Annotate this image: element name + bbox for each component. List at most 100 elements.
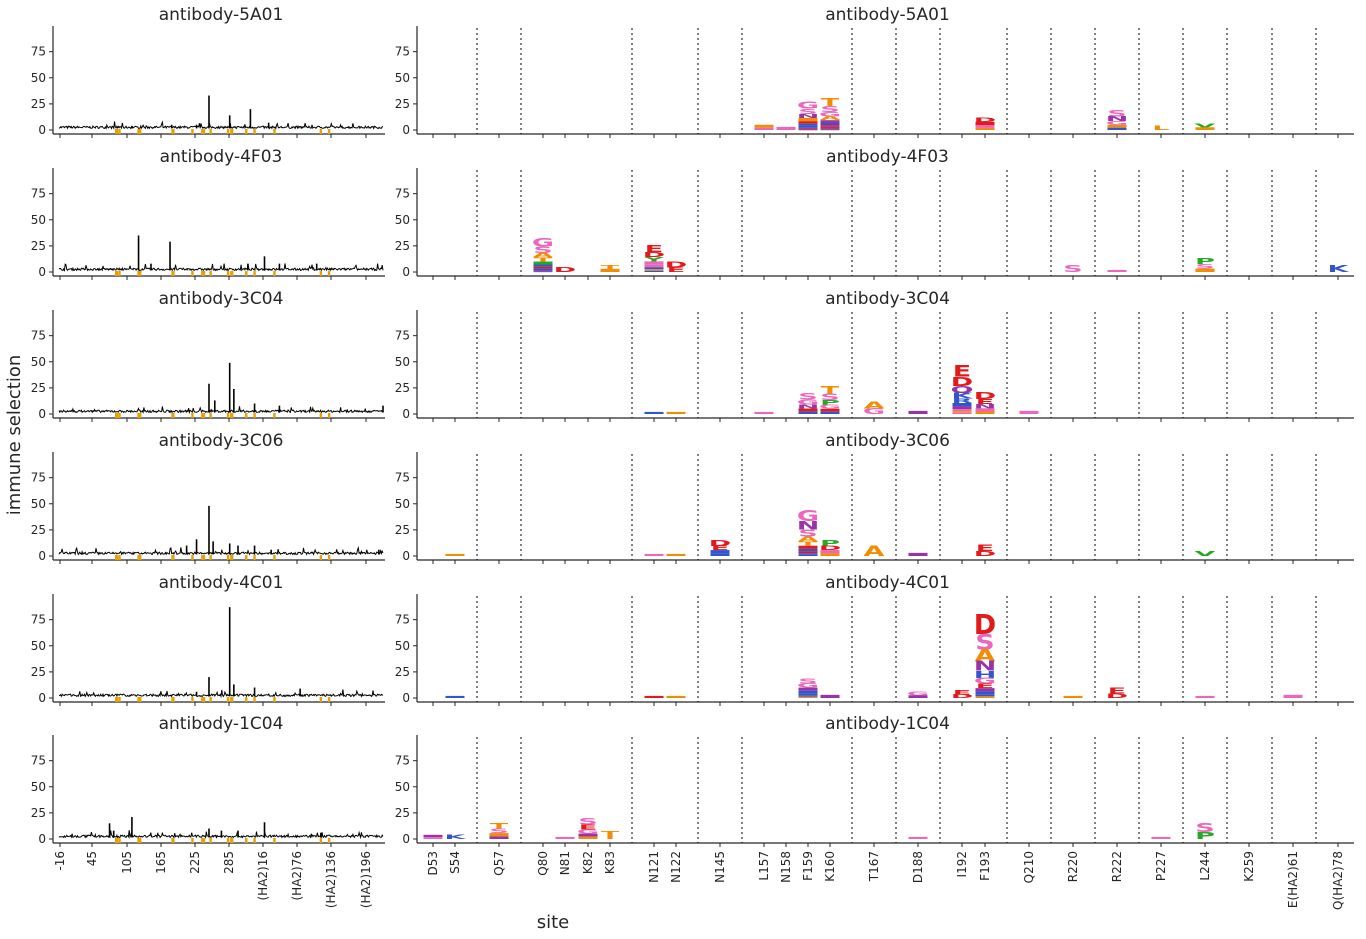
logo-letter-E: E xyxy=(667,266,685,273)
logo-letter-A: A xyxy=(820,116,841,122)
logo-letter-T: T xyxy=(601,264,620,271)
logo-stack-D188 xyxy=(908,552,928,556)
highlight-marker xyxy=(230,129,234,134)
logo-letter-D xyxy=(820,408,840,412)
logo-letter-T xyxy=(1063,695,1083,698)
logo-letter-Q xyxy=(798,129,818,131)
site-label: N121 xyxy=(647,851,661,883)
highlight-marker xyxy=(273,129,276,134)
left-x-tick-label: 285 xyxy=(222,851,236,874)
highlight-marker xyxy=(191,413,194,418)
logo-letter-S xyxy=(644,264,664,268)
site-selection-line xyxy=(58,406,384,415)
y-tick-label: 75 xyxy=(395,471,410,485)
y-tick-label: 0 xyxy=(38,265,46,279)
highlight-marker xyxy=(115,838,119,843)
y-tick-label: 50 xyxy=(395,497,410,511)
highlight-marker xyxy=(327,697,331,702)
y-tick-label: 25 xyxy=(395,97,410,111)
logo-letter-I: I xyxy=(605,834,615,840)
logo-letter-S: S xyxy=(578,816,597,827)
logo-letter-G xyxy=(423,837,443,839)
logo-letter-I xyxy=(600,268,620,272)
highlight-marker xyxy=(202,697,206,702)
logo-letter-N xyxy=(489,836,509,839)
logo-letter-K xyxy=(710,550,730,554)
logo-letter-S xyxy=(975,125,995,128)
site-label: K83 xyxy=(603,851,617,874)
highlight-marker xyxy=(137,271,140,276)
logo-letter-D: D xyxy=(554,265,576,273)
left-x-tick-label: (HA2)16 xyxy=(256,851,270,901)
panel-1: antibody-5A01 0 25 50 75 antibody-5A01 0 25 50 75… xyxy=(31,5,1354,138)
highlight-marker xyxy=(319,271,323,276)
logo-stack-F159: SGN xyxy=(797,391,819,414)
logo-stack-T167: AG xyxy=(863,399,885,416)
logo-stack-L244 xyxy=(1195,695,1215,698)
highlight-marker xyxy=(118,838,121,843)
logo-letter-R xyxy=(798,690,818,694)
left-subplot: antibody-4C01 0 25 50 75 xyxy=(31,573,385,706)
logo-stack-F193: DEN xyxy=(974,390,996,414)
highlight-marker xyxy=(115,129,119,134)
y-tick-label: 0 xyxy=(38,549,46,563)
highlight-marker xyxy=(245,271,248,276)
left-panel-title: antibody-4C01 xyxy=(159,573,284,593)
logo-letter-S: S xyxy=(533,245,552,255)
logo-stack-K82: SEG xyxy=(577,816,599,839)
y-tick-label: 25 xyxy=(395,381,410,395)
logo-letter-K: K xyxy=(445,834,467,841)
left-x-tick-label: 165 xyxy=(154,851,168,874)
panel-2: antibody-4F03 0 25 50 75 antibody-4F03 0 25 50 75… xyxy=(31,147,1354,280)
logo-letter-D: D xyxy=(643,250,665,259)
logo-letter-S: S xyxy=(798,391,817,402)
logo-letter-A xyxy=(975,127,995,130)
logo-stack-R220 xyxy=(1063,695,1083,698)
panel-4: antibody-3C06 0 25 50 75 antibody-3C06 0 25 50 75… xyxy=(31,431,1354,564)
y-tick-label: 0 xyxy=(38,832,46,846)
logo-letter-A xyxy=(489,833,509,837)
site-label: L157 xyxy=(757,851,771,881)
logo-stack-K83: T xyxy=(600,264,620,272)
highlight-marker xyxy=(230,413,234,418)
left-x-tick-label: -16 xyxy=(53,851,67,871)
logo-letter-E: E xyxy=(711,545,729,552)
logo-stack-S54: K xyxy=(445,834,467,841)
logo-stack-L244: V xyxy=(1195,549,1217,557)
logo-letter-T xyxy=(975,696,995,698)
site-selection-line xyxy=(58,120,384,130)
y-tick-label: 50 xyxy=(395,355,410,369)
y-tick-label: 50 xyxy=(31,355,46,369)
y-tick-label: 0 xyxy=(38,123,46,137)
highlight-marker xyxy=(327,838,331,843)
logo-letter-G: G xyxy=(1106,120,1128,126)
y-tick-label: 0 xyxy=(402,832,410,846)
highlight-marker xyxy=(226,838,230,843)
highlight-marker xyxy=(201,838,204,843)
logo-letter-S xyxy=(975,408,995,412)
y-tick-label: 75 xyxy=(31,471,46,485)
logo-letter-S: S xyxy=(489,828,508,835)
y-tick-label: 50 xyxy=(31,639,46,653)
y-tick-label: 0 xyxy=(402,691,410,705)
logo-letter-N: N xyxy=(797,113,820,120)
logo-letter-T: T xyxy=(821,384,839,397)
y-tick-label: 0 xyxy=(402,549,410,563)
highlight-marker xyxy=(209,413,212,418)
logo-letter-D xyxy=(798,128,818,130)
logo-letter-K xyxy=(798,411,818,414)
right-panel-title: antibody-4F03 xyxy=(826,147,949,167)
highlight-marker xyxy=(139,271,142,276)
logo-letter-A xyxy=(798,696,818,698)
logo-letter-K xyxy=(798,125,818,128)
logo-letter-T xyxy=(666,695,686,698)
highlight-marker xyxy=(139,413,142,418)
highlight-marker xyxy=(273,413,276,418)
logo-stack-N145: DE xyxy=(709,539,731,556)
left-subplot: antibody-5A01 0 25 50 75 xyxy=(31,5,385,138)
highlight-marker xyxy=(230,555,234,560)
highlight-marker xyxy=(172,129,175,134)
